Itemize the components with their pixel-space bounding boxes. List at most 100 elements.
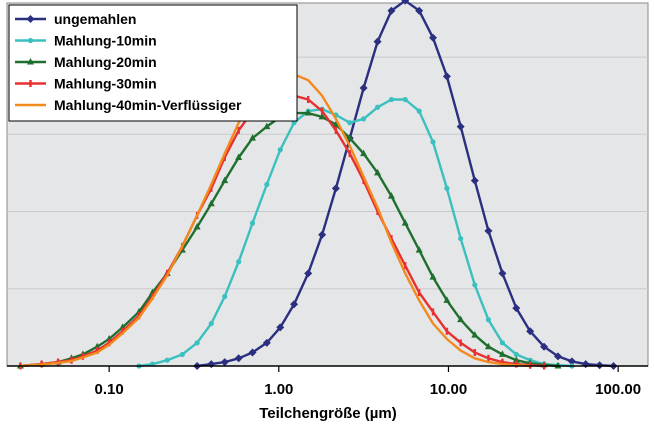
data-point xyxy=(318,230,327,239)
data-point xyxy=(567,357,576,366)
legend-label: Mahlung-40min-Verflüssiger xyxy=(54,97,242,113)
data-point xyxy=(512,356,520,363)
data-point xyxy=(553,352,562,361)
data-point xyxy=(234,354,243,363)
x-axis-title: Teilchengröße (µm) xyxy=(259,405,397,422)
data-point xyxy=(360,116,367,122)
data-point xyxy=(222,293,228,300)
data-point xyxy=(264,181,270,188)
data-point xyxy=(208,320,214,327)
grid-lines xyxy=(7,56,648,290)
data-point xyxy=(249,134,257,141)
data-point xyxy=(445,327,449,335)
data-point xyxy=(470,176,479,185)
data-point xyxy=(290,300,299,309)
data-point xyxy=(456,122,465,131)
data-point xyxy=(487,354,490,362)
data-point xyxy=(528,361,532,369)
data-point xyxy=(362,177,365,185)
data-point xyxy=(376,208,379,216)
data-point xyxy=(390,235,393,243)
legend-item-mahlung-30min: Mahlung-30min xyxy=(15,76,157,92)
data-point xyxy=(374,168,382,176)
data-point xyxy=(431,308,435,316)
data-point xyxy=(415,6,424,15)
data-point xyxy=(348,150,351,158)
legend-label: Mahlung-30min xyxy=(54,76,157,92)
data-point xyxy=(320,107,324,115)
data-point xyxy=(220,358,229,367)
data-point xyxy=(210,184,213,192)
legend-label: ungemahlen xyxy=(54,11,136,27)
data-point xyxy=(484,342,492,350)
data-point xyxy=(223,153,226,161)
data-point xyxy=(179,351,185,358)
series-line-mahlung-10min xyxy=(138,98,572,368)
data-point xyxy=(304,109,312,116)
data-point xyxy=(248,348,257,357)
data-point xyxy=(498,269,507,278)
data-point xyxy=(359,83,368,92)
data-point xyxy=(347,120,353,126)
data-point xyxy=(387,192,395,199)
data-point xyxy=(458,235,464,242)
data-point xyxy=(416,108,422,114)
x-tick-layer: 0.10 1.00 10.00 100.00 xyxy=(95,366,641,398)
data-point xyxy=(429,33,438,42)
data-point xyxy=(498,350,506,357)
data-point xyxy=(430,139,436,145)
data-point xyxy=(27,37,34,44)
data-point xyxy=(512,304,521,313)
data-point xyxy=(485,317,492,323)
data-point xyxy=(276,323,285,332)
x-tick-label: 1.00 xyxy=(264,381,293,398)
data-point xyxy=(374,104,381,110)
data-point xyxy=(26,15,35,23)
legend: ungemahlen Mahlung-10min Mahlung-20min Mahl… xyxy=(8,4,298,122)
data-point xyxy=(304,269,313,278)
data-point xyxy=(387,6,396,15)
legend-item-mahlung-20min: Mahlung-20min xyxy=(15,54,157,70)
data-point xyxy=(318,112,326,120)
data-point xyxy=(277,147,283,153)
data-point xyxy=(429,273,437,280)
data-point xyxy=(334,126,338,134)
data-point xyxy=(404,262,407,270)
data-point xyxy=(360,149,368,157)
data-point xyxy=(236,259,242,265)
data-point xyxy=(501,358,504,366)
data-point xyxy=(221,176,229,184)
data-point xyxy=(402,96,408,103)
data-point xyxy=(237,126,240,134)
legend-item-mahlung-40min-verfl-ssiger: Mahlung-40min-Verflüssiger xyxy=(15,97,242,113)
data-point xyxy=(415,246,423,253)
data-point xyxy=(457,315,465,323)
data-point xyxy=(193,222,201,230)
data-point xyxy=(513,351,519,358)
x-tick-label: 100.00 xyxy=(595,381,641,398)
data-point xyxy=(459,339,462,347)
data-point xyxy=(595,361,604,370)
legend-items: ungemahlen Mahlung-10min Mahlung-20min Mahl… xyxy=(15,11,242,113)
data-point xyxy=(471,331,479,338)
data-point xyxy=(164,357,170,363)
legend-label: Mahlung-20min xyxy=(54,54,157,70)
data-point xyxy=(443,296,451,303)
data-point xyxy=(540,342,549,351)
data-point xyxy=(107,339,111,347)
data-point xyxy=(388,96,395,103)
data-point xyxy=(331,184,340,193)
data-point xyxy=(444,185,450,191)
data-point xyxy=(235,153,243,160)
data-point xyxy=(332,120,340,128)
data-point xyxy=(93,342,101,350)
data-point xyxy=(262,338,271,347)
legend-box xyxy=(8,4,298,122)
data-point xyxy=(263,122,271,130)
legend-label: Mahlung-10min xyxy=(54,33,157,49)
data-point xyxy=(472,282,478,288)
legend-item-mahlung-10min: Mahlung-10min xyxy=(15,33,157,49)
data-point xyxy=(484,226,493,235)
